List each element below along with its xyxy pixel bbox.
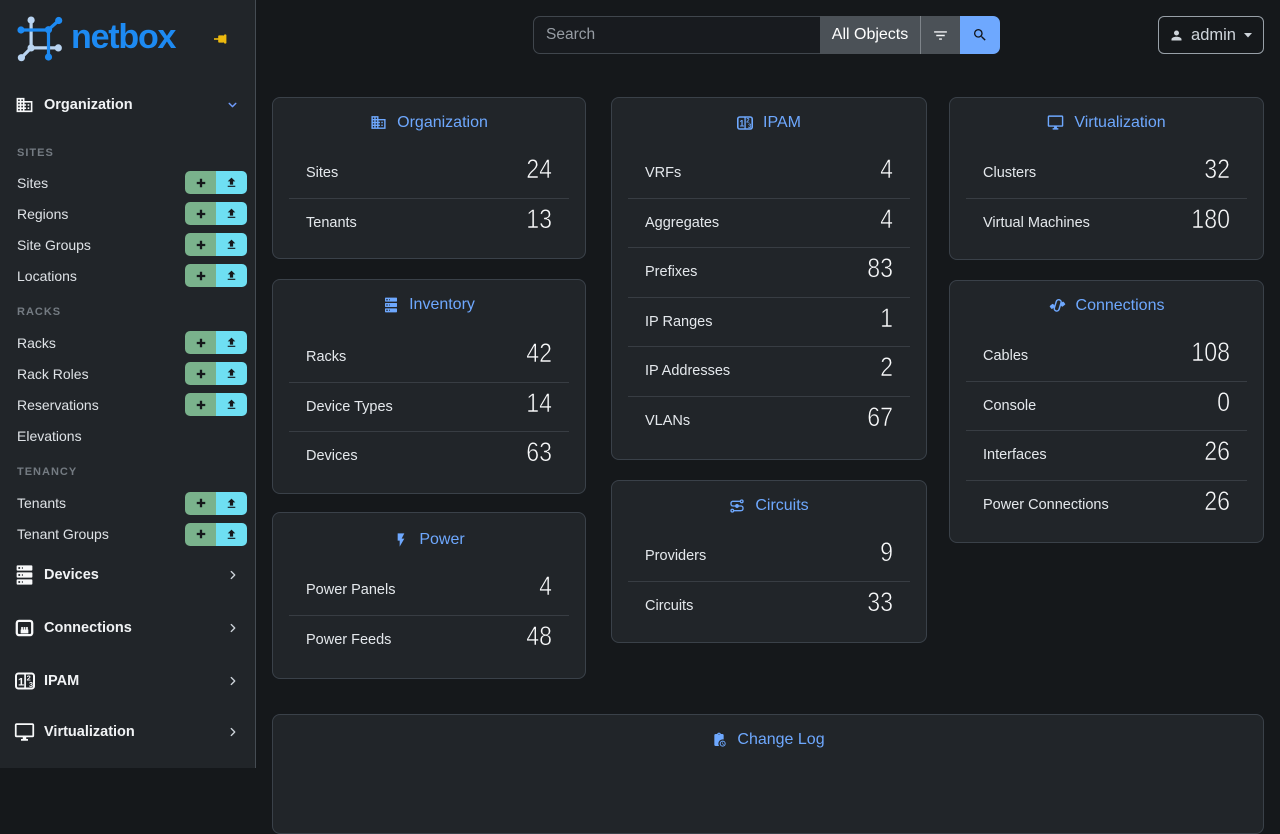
- svg-text:1: 1: [18, 676, 24, 688]
- svg-text:3: 3: [748, 123, 752, 129]
- svg-text:3: 3: [29, 680, 33, 689]
- svg-text:1: 1: [739, 118, 744, 128]
- svg-text:2: 2: [27, 673, 31, 682]
- svg-text:2: 2: [746, 118, 750, 124]
